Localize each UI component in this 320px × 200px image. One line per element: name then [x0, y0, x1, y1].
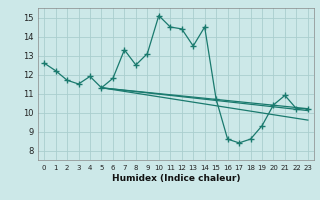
- X-axis label: Humidex (Indice chaleur): Humidex (Indice chaleur): [112, 174, 240, 183]
